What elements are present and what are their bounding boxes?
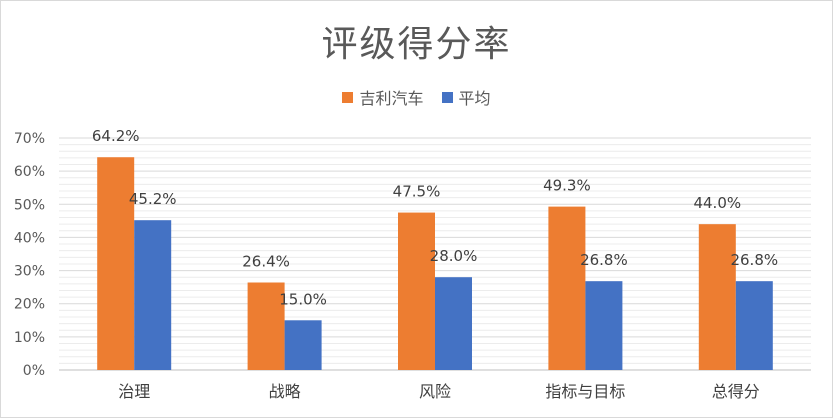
y-tick-label: 70% <box>14 131 45 147</box>
legend-label-series-1: 吉利汽车 <box>359 89 424 108</box>
bar-series-1 <box>247 282 285 370</box>
legend-item-series-2: 平均 <box>441 85 491 109</box>
bar-series-2 <box>134 220 172 370</box>
y-tick-label: 50% <box>14 197 45 213</box>
bar-series-1 <box>698 224 736 370</box>
x-category-label: 治理 <box>118 382 150 401</box>
bar-series-2 <box>735 281 773 370</box>
y-tick-label: 20% <box>14 297 45 313</box>
x-category-label: 总得分 <box>712 382 760 401</box>
bar-series-1 <box>97 157 135 370</box>
y-tick-label: 30% <box>14 264 45 280</box>
data-label: 64.2% <box>92 127 140 145</box>
chart-title: 评级得分率 <box>321 24 512 65</box>
y-tick-label: 60% <box>14 164 45 180</box>
bar-series-2 <box>435 277 472 370</box>
bar-series-1 <box>548 206 586 370</box>
legend-item-series-1: 吉利汽车 <box>342 85 424 109</box>
x-category-label: 风险 <box>419 382 451 401</box>
data-label: 26.8% <box>730 251 778 269</box>
data-label: 28.0% <box>430 247 478 265</box>
data-label: 49.3% <box>543 177 591 195</box>
data-label: 45.2% <box>129 190 177 208</box>
data-label: 15.0% <box>279 290 327 308</box>
y-tick-label: 40% <box>14 230 45 246</box>
data-label: 26.4% <box>242 253 290 271</box>
y-tick-label: 10% <box>14 330 45 346</box>
legend-swatch-series-2 <box>441 91 453 103</box>
bar-series-2 <box>585 281 623 370</box>
legend-label-series-2: 平均 <box>458 89 491 108</box>
legend-swatch-series-1 <box>342 91 354 103</box>
chart-legend: 吉利汽车 平均 <box>1 85 832 109</box>
data-label: 26.8% <box>580 251 628 269</box>
data-label: 47.5% <box>393 183 441 201</box>
data-label: 44.0% <box>693 194 741 212</box>
y-tick-label: 0% <box>23 363 45 379</box>
bar-series-1 <box>398 212 435 370</box>
bar-series-2 <box>284 320 322 370</box>
x-category-label: 指标与目标 <box>545 382 625 401</box>
x-category-label: 战略 <box>269 382 301 401</box>
